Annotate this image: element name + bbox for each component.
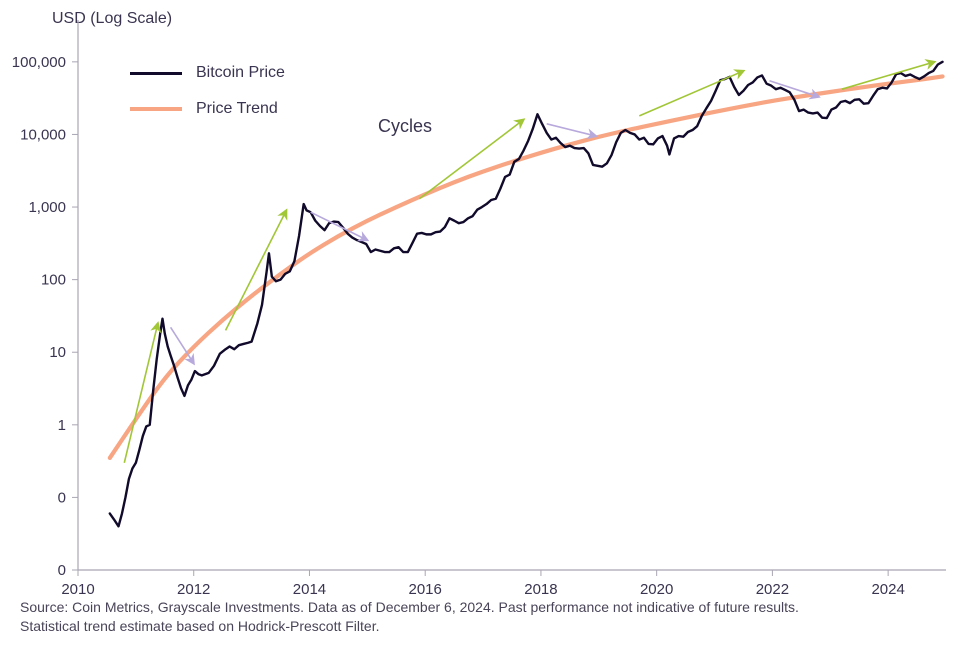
svg-text:1: 1 — [58, 417, 66, 434]
chart-container: USD (Log Scale) Bitcoin PricePrice Trend… — [0, 0, 966, 645]
svg-text:2020: 2020 — [640, 581, 673, 598]
svg-text:2016: 2016 — [409, 581, 442, 598]
svg-text:2014: 2014 — [293, 581, 326, 598]
svg-text:1,000: 1,000 — [28, 199, 66, 216]
svg-text:100: 100 — [41, 272, 66, 289]
svg-text:2018: 2018 — [524, 581, 557, 598]
footnote-line-2: Statistical trend estimate based on Hodr… — [20, 618, 379, 634]
svg-text:2010: 2010 — [61, 581, 94, 598]
svg-text:0: 0 — [58, 562, 66, 579]
footnote: Source: Coin Metrics, Grayscale Investme… — [20, 598, 799, 637]
svg-text:2012: 2012 — [177, 581, 210, 598]
chart-svg: 0 0 1 10 100 1,000 10,000 100,000 2010 2012 2014 20… — [0, 0, 966, 645]
svg-text:10,000: 10,000 — [20, 126, 66, 143]
svg-text:2024: 2024 — [871, 581, 904, 598]
svg-text:10: 10 — [49, 344, 66, 361]
svg-text:100,000: 100,000 — [12, 54, 66, 71]
footnote-line-1: Source: Coin Metrics, Grayscale Investme… — [20, 599, 799, 615]
svg-text:2022: 2022 — [756, 581, 789, 598]
svg-text:0: 0 — [58, 489, 66, 506]
